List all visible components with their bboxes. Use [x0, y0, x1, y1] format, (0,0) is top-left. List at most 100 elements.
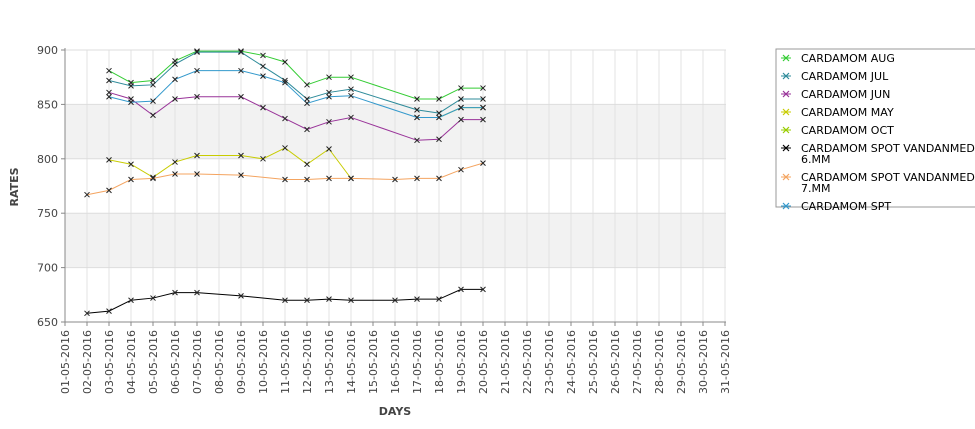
data-point-marker — [128, 176, 134, 183]
series-3 — [106, 145, 354, 182]
x-tick-label: 25-05-2016 — [587, 330, 600, 394]
data-point-marker — [326, 118, 332, 125]
data-point-marker — [260, 63, 266, 70]
y-tick-label: 700 — [37, 262, 58, 275]
data-point-marker — [238, 67, 244, 74]
legend-label: CARDAMOM OCT — [801, 124, 894, 137]
data-point-marker — [304, 81, 310, 88]
data-point-marker — [172, 289, 178, 296]
x-tick-label: 18-05-2016 — [433, 330, 446, 394]
data-point-marker — [326, 89, 332, 96]
legend-marker-icon — [782, 54, 790, 62]
y-tick-label: 800 — [37, 153, 58, 166]
data-point-marker — [304, 297, 310, 304]
x-tick-label: 17-05-2016 — [411, 330, 424, 394]
data-point-marker — [392, 176, 398, 183]
legend-label: CARDAMOM MAY — [801, 106, 894, 119]
data-point-marker — [480, 160, 486, 167]
x-tick-label: 26-05-2016 — [609, 330, 622, 394]
data-point-marker — [238, 172, 244, 178]
data-point-marker — [128, 297, 134, 304]
data-point-marker — [238, 93, 244, 100]
data-point-marker — [348, 297, 354, 304]
series-2 — [106, 89, 486, 144]
data-point-marker — [436, 114, 442, 121]
y-tick-label: 750 — [37, 207, 58, 220]
legend-marker-icon — [782, 108, 790, 116]
x-tick-label: 31-05-2016 — [719, 330, 732, 394]
data-point-marker — [150, 112, 156, 119]
x-tick-label: 22-05-2016 — [521, 330, 534, 394]
x-tick-label: 07-05-2016 — [191, 330, 204, 394]
legend-label: CARDAMOM JUN — [801, 88, 890, 101]
data-point-marker — [326, 74, 332, 81]
data-point-marker — [458, 96, 464, 102]
legend-marker-icon — [782, 90, 790, 98]
legend-label: CARDAMOM SPOT VANDANMEDU — [801, 171, 975, 184]
data-point-marker — [414, 175, 420, 182]
legend-label: CARDAMOM AUG — [801, 52, 895, 65]
data-point-marker — [436, 175, 442, 182]
data-point-marker — [282, 59, 288, 65]
data-point-marker — [128, 83, 134, 89]
data-point-marker — [480, 286, 486, 293]
x-tick-label: 16-05-2016 — [389, 330, 402, 394]
data-point-marker — [150, 98, 156, 104]
data-point-marker — [282, 297, 288, 304]
data-point-marker — [238, 152, 244, 159]
legend: CARDAMOM AUG CARDAMOM JUL CARDAMOM JUN CARD… — [775, 48, 975, 213]
data-point-marker — [436, 136, 442, 143]
x-tick-label: 13-05-2016 — [323, 330, 336, 394]
data-point-marker — [282, 145, 288, 151]
data-point-marker — [172, 171, 178, 177]
legend-box — [775, 48, 975, 208]
series-group — [84, 48, 486, 317]
data-point-marker — [304, 126, 310, 133]
data-point-marker — [326, 296, 332, 303]
data-point-marker — [458, 286, 464, 293]
legend-label: 6.MM — [801, 153, 830, 166]
data-point-marker — [106, 93, 112, 100]
data-point-marker — [150, 77, 156, 84]
data-point-marker — [260, 52, 266, 59]
data-point-marker — [414, 106, 420, 113]
series-line — [86, 162, 484, 196]
data-point-marker — [436, 296, 442, 303]
x-tick-label: 21-05-2016 — [499, 330, 512, 394]
data-point-marker — [480, 85, 486, 91]
data-point-marker — [150, 81, 156, 88]
data-point-marker — [106, 187, 112, 194]
data-point-marker — [480, 96, 486, 102]
data-point-marker — [326, 93, 332, 100]
data-point-marker — [326, 146, 332, 152]
data-point-marker — [128, 99, 134, 106]
series-line — [108, 50, 483, 100]
data-point-marker — [414, 296, 420, 303]
series-0 — [106, 48, 486, 102]
series-5 — [84, 286, 486, 317]
data-point-marker — [106, 77, 112, 84]
data-point-marker — [480, 116, 486, 123]
legend-label: CARDAMOM JUL — [801, 70, 889, 83]
x-tick-label: 05-05-2016 — [147, 330, 160, 394]
data-point-marker — [106, 308, 112, 314]
data-point-marker — [436, 96, 442, 102]
data-point-marker — [106, 67, 112, 74]
x-tick-label: 29-05-2016 — [675, 330, 688, 394]
x-tick-label: 24-05-2016 — [565, 330, 578, 394]
x-tick-label: 19-05-2016 — [455, 330, 468, 394]
data-point-marker — [194, 93, 200, 100]
data-point-marker — [414, 96, 420, 102]
data-point-marker — [260, 104, 266, 111]
series-1 — [106, 49, 486, 116]
y-tick-label: 650 — [37, 316, 58, 329]
x-tick-label: 08-05-2016 — [213, 330, 226, 394]
data-point-marker — [128, 161, 134, 168]
data-point-marker — [260, 155, 266, 162]
legend-marker-icon — [782, 72, 790, 80]
data-point-marker — [194, 171, 200, 177]
data-point-marker — [172, 61, 178, 67]
y-tick-label: 900 — [37, 44, 58, 57]
data-point-marker — [282, 176, 288, 183]
